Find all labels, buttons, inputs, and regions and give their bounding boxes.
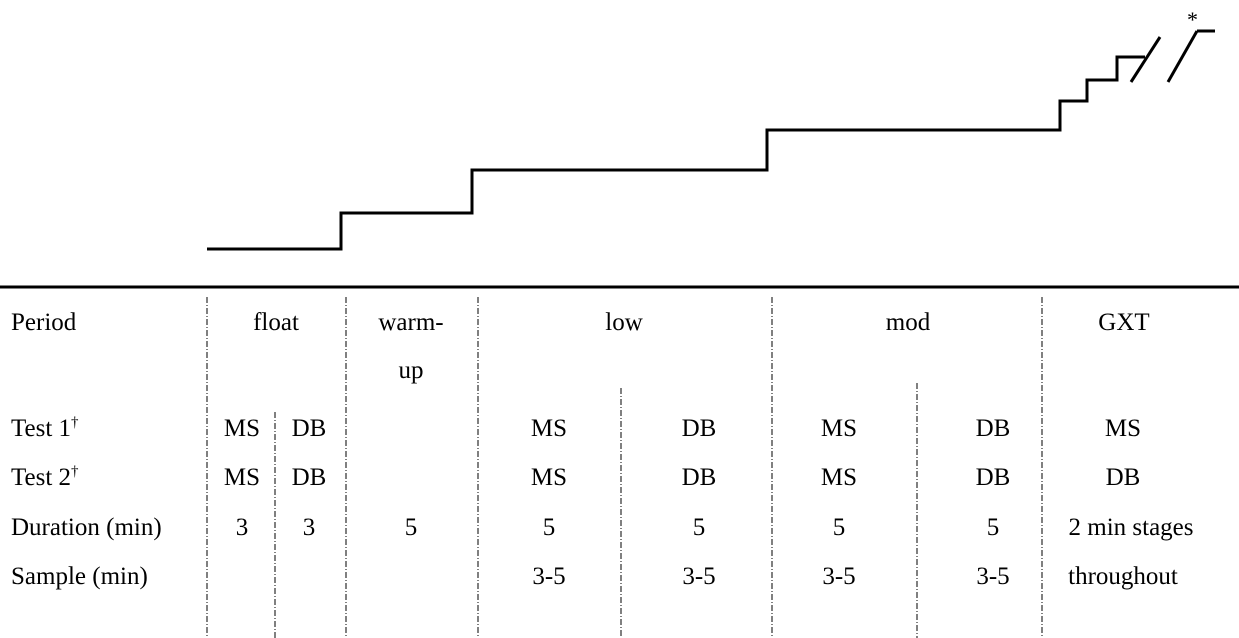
duration-float-a: 3 xyxy=(235,514,249,541)
header-gxt: GXT xyxy=(1098,309,1150,336)
header-warmup-line2: up xyxy=(398,357,424,384)
test1-mod-a: MS xyxy=(820,415,858,442)
sample-mod-a: 3-5 xyxy=(822,563,856,590)
duration-float-b: 3 xyxy=(302,514,316,541)
row-label-test1: Test 1† xyxy=(11,414,79,444)
test2-gxt: DB xyxy=(1105,464,1141,491)
test1-float-b: DB xyxy=(291,415,327,442)
test2-low-b: DB xyxy=(681,464,717,491)
intensity-step-line xyxy=(207,55,1145,251)
sample-gxt: throughout xyxy=(1068,563,1178,590)
duration-mod-b: 5 xyxy=(986,514,1000,541)
test1-float-a: MS xyxy=(223,415,261,442)
row-label-duration: Duration (min) xyxy=(11,514,162,541)
sample-mod-b: 3-5 xyxy=(976,563,1010,590)
header-float: float xyxy=(253,309,299,336)
break-mark-2 xyxy=(1166,30,1199,83)
test2-low-a: MS xyxy=(530,464,568,491)
row-label-period: Period xyxy=(11,309,77,336)
duration-warmup: 5 xyxy=(404,514,418,541)
duration-low-b: 5 xyxy=(692,514,706,541)
test2-float-b: DB xyxy=(291,464,327,491)
test1-label-text: Test 1 xyxy=(11,415,72,442)
test1-footnote-mark: † xyxy=(71,414,79,431)
gxt-end-marker: * xyxy=(1187,7,1198,32)
test2-float-a: MS xyxy=(223,464,261,491)
test2-mod-b: DB xyxy=(975,464,1011,491)
sub-dividers xyxy=(274,383,918,638)
test1-gxt: MS xyxy=(1104,415,1142,442)
header-warmup-line1: warm- xyxy=(378,309,444,336)
test2-footnote-mark: † xyxy=(71,463,79,480)
period-dividers xyxy=(206,297,1043,638)
break-mark-1 xyxy=(1129,36,1162,83)
sample-low-a: 3-5 xyxy=(532,563,566,590)
header-mod: mod xyxy=(885,309,931,336)
duration-low-a: 5 xyxy=(542,514,556,541)
duration-mod-a: 5 xyxy=(832,514,846,541)
test2-mod-a: MS xyxy=(820,464,858,491)
row-label-test2: Test 2† xyxy=(11,463,79,493)
test2-label-text: Test 2 xyxy=(11,464,72,491)
row-label-sample: Sample (min) xyxy=(11,563,148,590)
test1-mod-b: DB xyxy=(975,415,1011,442)
header-low: low xyxy=(605,309,643,336)
duration-gxt: 2 min stages xyxy=(1068,514,1194,541)
sample-low-b: 3-5 xyxy=(682,563,716,590)
test1-low-a: MS xyxy=(530,415,568,442)
test1-low-b: DB xyxy=(681,415,717,442)
